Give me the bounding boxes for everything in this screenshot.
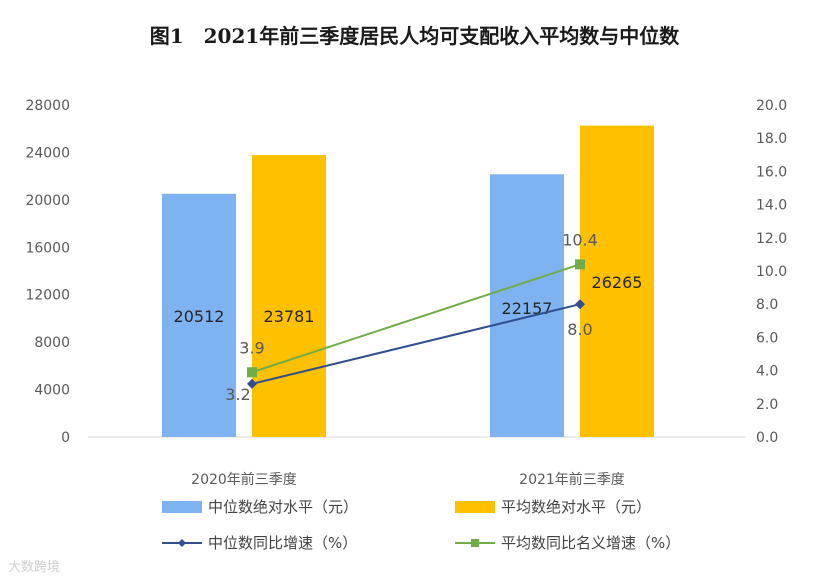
mean-bar-data-label: 23781	[264, 307, 315, 326]
median-bar-data-label: 20512	[174, 307, 225, 326]
y-right-tick-label: 2.0	[756, 397, 778, 413]
x-tick-label: 2020年前三季度	[191, 471, 297, 488]
legend-item-mean-line: 平均数同比名义增速（%）	[455, 532, 680, 553]
mean-line	[251, 263, 581, 374]
mean-bar	[252, 155, 326, 438]
median-bar	[162, 193, 236, 437]
y-right-tick-label: 10.0	[756, 264, 787, 280]
legend-swatch-median-bar	[162, 500, 202, 513]
mean-bar-data-label: 26265	[592, 273, 643, 292]
y-left-tick-label: 20000	[25, 193, 70, 209]
y-left-tick-label: 4000	[34, 383, 70, 399]
legend-label-median-line: 中位数同比增速（%）	[208, 534, 358, 552]
median-bar-data-label: 22157	[502, 299, 553, 318]
legend-label-mean-bar: 平均数绝对水平（元）	[501, 498, 652, 516]
mean-line-data-label: 3.9	[239, 338, 264, 357]
legend-label-mean-line: 平均数同比名义增速（%）	[501, 534, 681, 552]
y-right-tick-label: 6.0	[756, 330, 778, 346]
y-left-tick-label: 8000	[34, 335, 70, 351]
y-left-tick-label: 16000	[25, 240, 70, 256]
median-line-data-label: 3.2	[225, 385, 250, 404]
legend-swatch-mean-bar	[455, 500, 495, 513]
legend-swatch-median-line	[162, 538, 202, 547]
watermark: 大数跨境	[8, 560, 61, 575]
mean-bar	[580, 125, 654, 437]
y-right-tick-label: 16.0	[756, 164, 787, 180]
y-left-tick-label: 28000	[25, 98, 70, 114]
legend-item-mean-bar: 平均数绝对水平（元）	[455, 496, 651, 517]
mean-line-data-label: 10.4	[562, 230, 598, 249]
median-line	[251, 303, 581, 385]
x-tick-label: 2021年前三季度	[519, 471, 625, 488]
legend-item-median-bar: 中位数绝对水平（元）	[162, 496, 358, 517]
chart-title: 图1 2021年前三季度居民人均可支配收入平均数与中位数	[149, 24, 680, 48]
y-right-tick-label: 14.0	[756, 198, 787, 214]
median-line-data-label: 8.0	[567, 320, 592, 339]
y-right-tick-label: 20.0	[756, 98, 787, 114]
y-left-tick-label: 0	[61, 430, 70, 446]
y-right-tick-label: 4.0	[756, 364, 778, 380]
legend-swatch-mean-line	[455, 538, 495, 547]
y-right-tick-label: 8.0	[756, 297, 778, 313]
median-bar	[490, 174, 564, 437]
y-left-tick-label: 12000	[25, 288, 70, 304]
y-right-tick-label: 12.0	[756, 231, 787, 247]
y-right-tick-label: 0.0	[756, 430, 778, 446]
mean-line-marker	[247, 367, 257, 378]
median-line-marker	[575, 299, 585, 310]
legend-label-median-bar: 中位数绝对水平（元）	[208, 498, 359, 516]
mean-line-marker	[575, 259, 585, 270]
legend-item-median-line: 中位数同比增速（%）	[162, 532, 357, 553]
median-line-marker	[247, 378, 257, 389]
y-left-tick-label: 24000	[25, 145, 70, 161]
y-right-tick-label: 18.0	[756, 131, 787, 147]
